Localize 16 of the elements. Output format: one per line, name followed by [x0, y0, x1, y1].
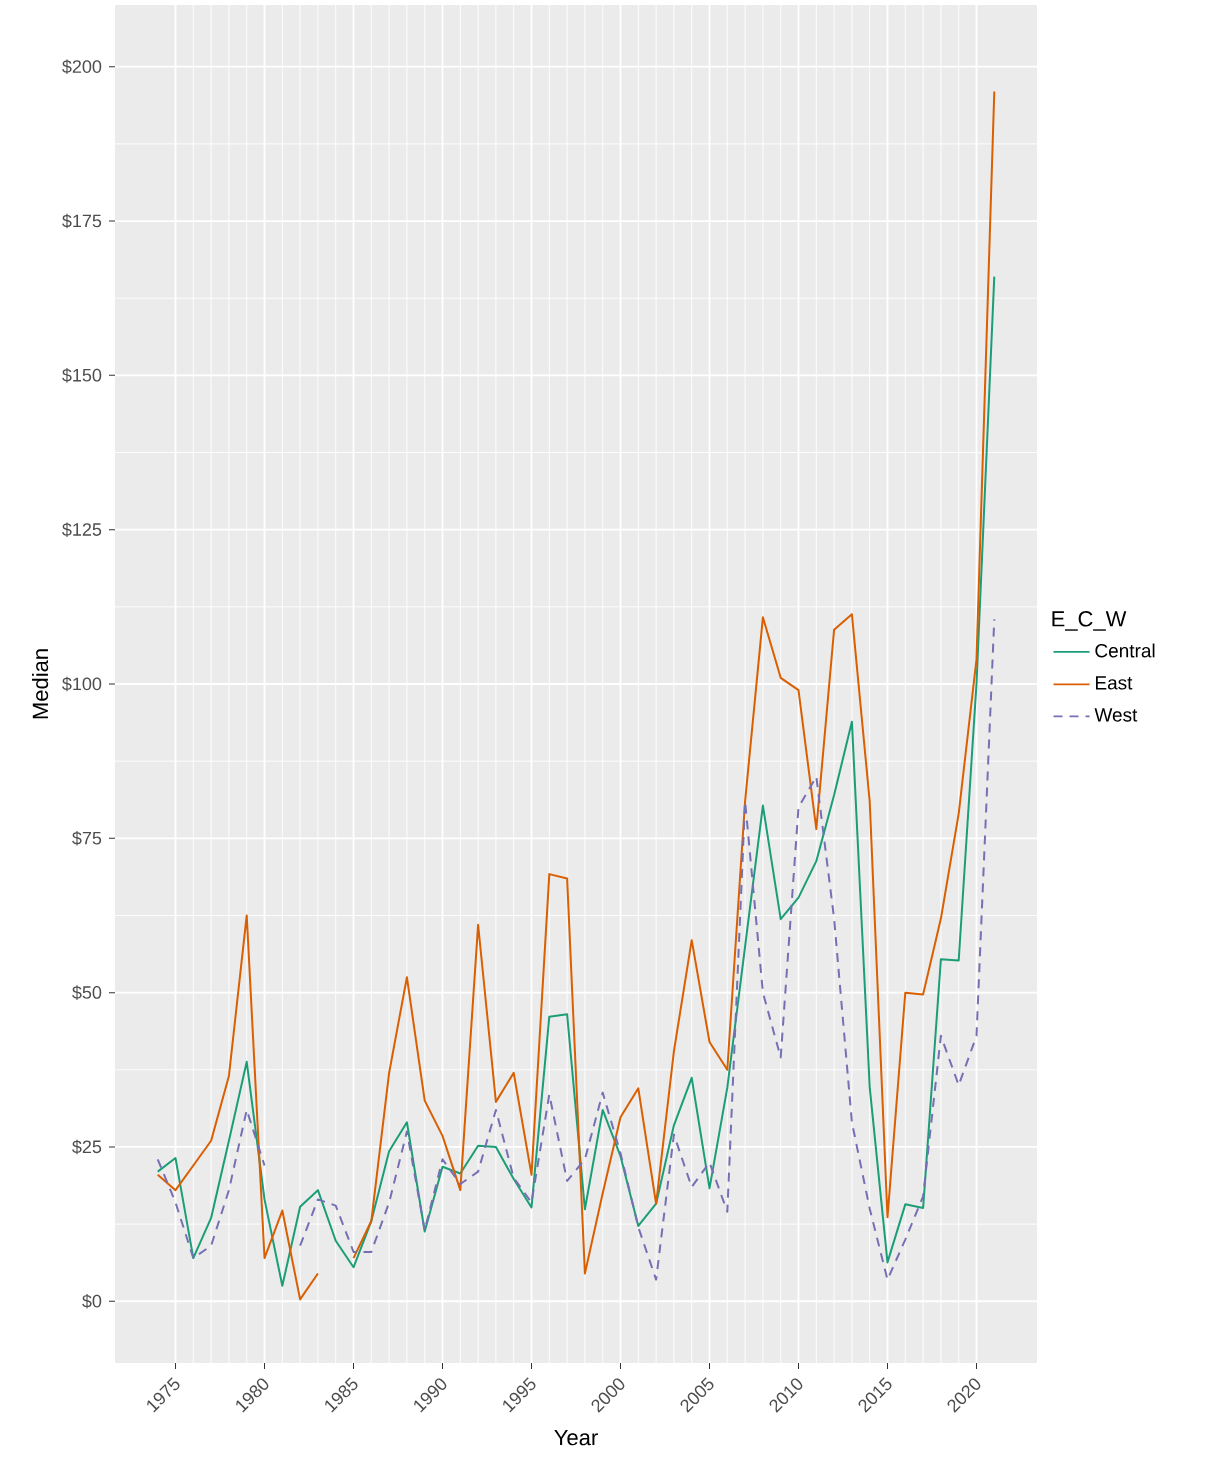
line-series	[156, 275, 996, 1287]
y-tick-label: $50	[72, 985, 102, 1000]
legend-label: Central	[1095, 643, 1155, 658]
y-tick-label: $100	[62, 676, 102, 692]
legend-label: West	[1094, 708, 1138, 722]
legend-title: E_C_W	[1052, 611, 1127, 631]
y-tick-label: $175	[62, 213, 102, 229]
y-tick-label: $150	[62, 368, 102, 383]
legend-label: East	[1096, 676, 1133, 690]
y-tick-label: $200	[62, 59, 102, 75]
y-tick-label: $75	[72, 831, 102, 846]
y-tick-label: $0	[82, 1293, 102, 1309]
y-tick-label: $125	[62, 522, 102, 537]
y-axis-title: Median	[32, 649, 49, 719]
x-axis-title: Year	[554, 1429, 598, 1446]
y-tick-label: $25	[72, 1139, 102, 1155]
